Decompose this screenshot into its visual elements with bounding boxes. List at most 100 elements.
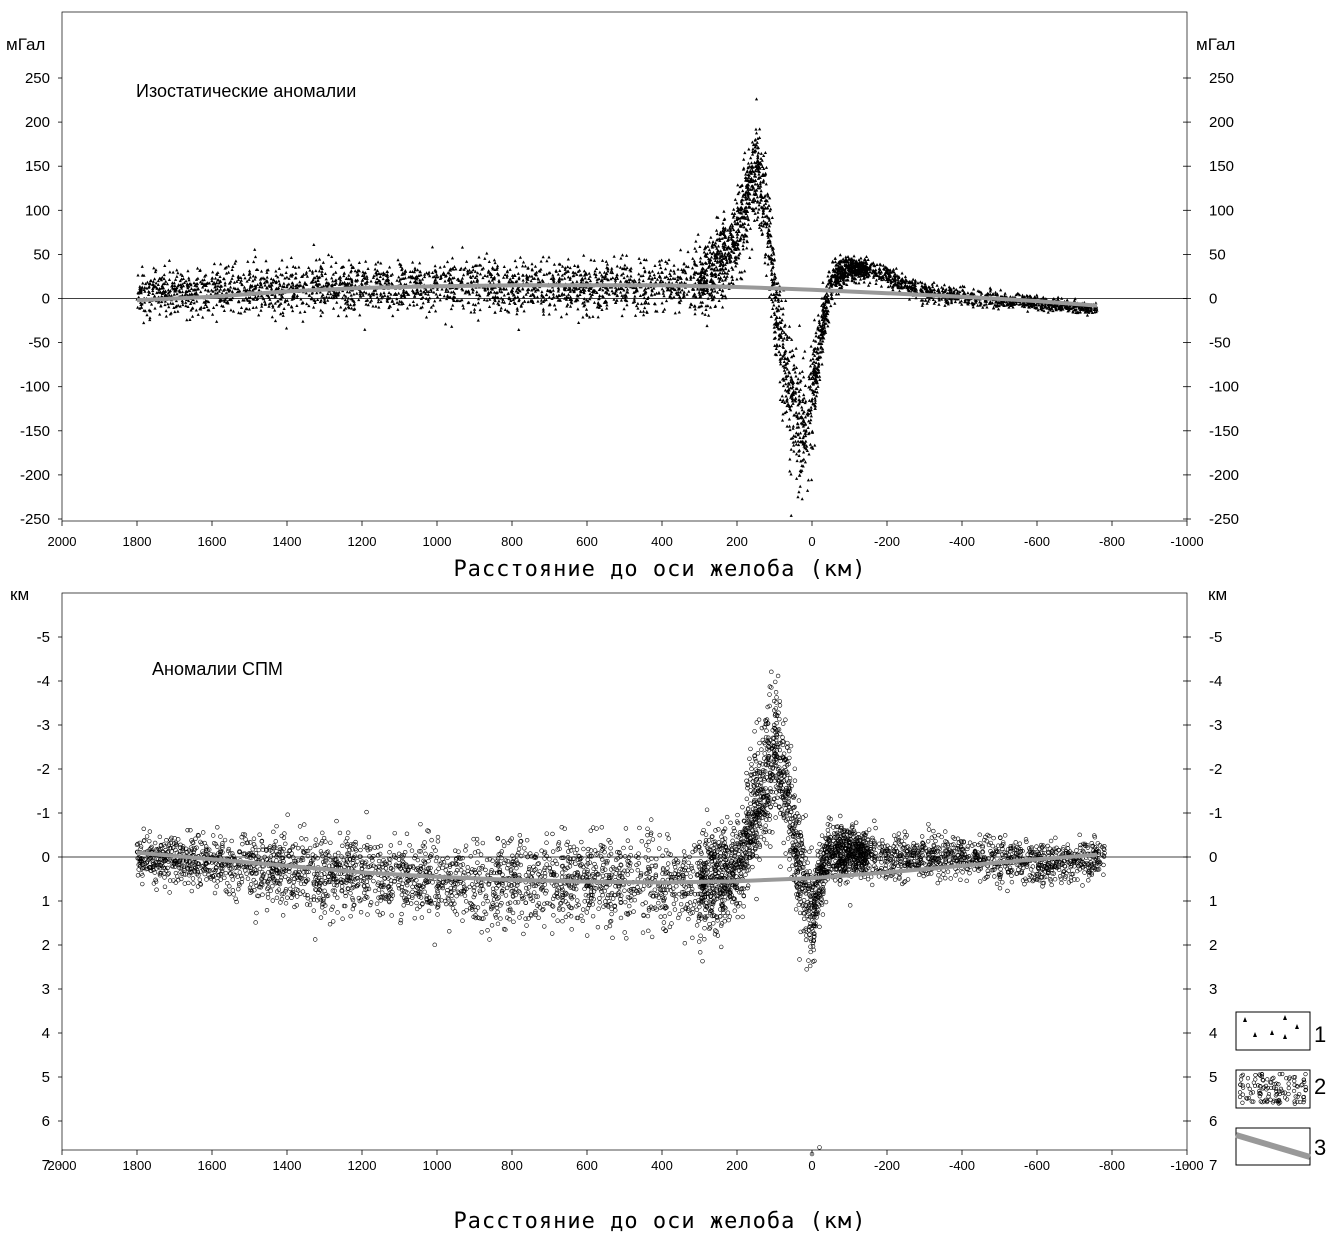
isostatic-point — [442, 264, 446, 268]
isostatic-point — [1055, 303, 1060, 307]
isostatic-point — [770, 271, 774, 275]
isostatic-point — [781, 398, 785, 402]
isostatic-point — [438, 265, 442, 269]
isostatic-point — [411, 260, 415, 264]
isostatic-point — [552, 280, 556, 284]
isostatic-point — [324, 277, 328, 281]
isostatic-point — [600, 307, 604, 311]
isostatic-point — [526, 300, 530, 304]
isostatic-point — [896, 285, 900, 289]
isostatic-point — [269, 301, 273, 305]
isostatic-point — [140, 273, 144, 277]
isostatic-point — [1085, 310, 1090, 314]
isostatic-point — [260, 285, 264, 289]
isostatic-point — [781, 354, 785, 358]
isostatic-point — [648, 273, 652, 277]
isostatic-point — [740, 270, 744, 274]
isostatic-point — [992, 306, 996, 310]
isostatic-point — [794, 366, 799, 370]
isostatic-point — [522, 295, 526, 299]
isostatic-point — [706, 244, 710, 248]
isostatic-point — [515, 312, 519, 316]
isostatic-point — [320, 266, 324, 270]
isostatic-point — [739, 198, 744, 202]
isostatic-point — [342, 280, 347, 284]
isostatic-point — [982, 303, 986, 307]
isostatic-point — [160, 300, 164, 304]
isostatic-point — [169, 293, 174, 297]
isostatic-point — [470, 287, 474, 291]
isostatic-point — [377, 297, 381, 301]
isostatic-point — [444, 273, 448, 277]
isostatic-point — [329, 292, 333, 296]
isostatic-point — [281, 313, 285, 317]
isostatic-ytick-label-right: 250 — [1209, 70, 1234, 87]
isostatic-point — [430, 245, 435, 249]
isostatic-point — [963, 298, 967, 302]
isostatic-point — [673, 311, 677, 315]
isostatic-point — [600, 258, 605, 262]
isostatic-point — [255, 297, 260, 301]
isostatic-point — [773, 277, 777, 281]
isostatic-point — [565, 295, 569, 299]
isostatic-point — [808, 387, 812, 391]
isostatic-point — [833, 260, 837, 264]
isostatic-point — [931, 298, 935, 302]
isostatic-point — [662, 289, 666, 293]
isostatic-point — [821, 339, 825, 343]
isostatic-point — [408, 280, 413, 284]
isostatic-point — [204, 283, 208, 287]
isostatic-point — [337, 290, 341, 294]
isostatic-point — [499, 296, 503, 300]
isostatic-point — [445, 297, 449, 301]
isostatic-point — [882, 277, 886, 281]
isostatic-point — [299, 297, 303, 301]
isostatic-point — [826, 324, 830, 328]
isostatic-point — [615, 273, 619, 277]
isostatic-point — [814, 361, 818, 365]
isostatic-point — [539, 301, 543, 305]
isostatic-point — [357, 269, 361, 273]
isostatic-point — [232, 286, 236, 290]
isostatic-point — [619, 290, 623, 294]
isostatic-point — [714, 228, 719, 232]
isostatic-point — [620, 293, 624, 297]
isostatic-point — [731, 267, 735, 271]
isostatic-point — [295, 304, 299, 308]
isostatic-point — [685, 292, 689, 296]
isostatic-point — [185, 282, 189, 286]
isostatic-point — [557, 287, 561, 291]
isostatic-point — [788, 395, 793, 399]
isostatic-xtick-label: -600 — [1024, 534, 1050, 549]
isostatic-point — [761, 180, 766, 184]
isostatic-point — [310, 269, 315, 273]
isostatic-point — [763, 255, 767, 259]
isostatic-point — [1004, 303, 1008, 307]
isostatic-point — [395, 300, 399, 304]
isostatic-point — [916, 281, 920, 285]
isostatic-point — [400, 268, 404, 272]
isostatic-point — [196, 312, 200, 316]
isostatic-ytick-label-right: -100 — [1209, 379, 1239, 396]
isostatic-point — [709, 277, 714, 281]
isostatic-point — [709, 291, 713, 295]
isostatic-point — [818, 338, 823, 342]
isostatic-point — [507, 310, 511, 314]
isostatic-point — [581, 301, 585, 305]
isostatic-point — [796, 377, 800, 381]
isostatic-point — [874, 278, 879, 282]
isostatic-point — [374, 262, 378, 266]
isostatic-point — [816, 346, 820, 350]
isostatic-xtick-label: 1400 — [273, 534, 302, 549]
isostatic-point — [388, 304, 392, 308]
isostatic-point — [362, 290, 366, 294]
isostatic-point — [780, 394, 784, 398]
isostatic-point — [231, 264, 235, 268]
isostatic-point — [471, 290, 475, 294]
isostatic-point — [770, 298, 774, 302]
isostatic-point — [881, 263, 885, 267]
isostatic-point — [421, 301, 425, 305]
isostatic-point — [765, 222, 769, 226]
isostatic-point — [613, 278, 618, 282]
isostatic-point — [260, 304, 264, 308]
